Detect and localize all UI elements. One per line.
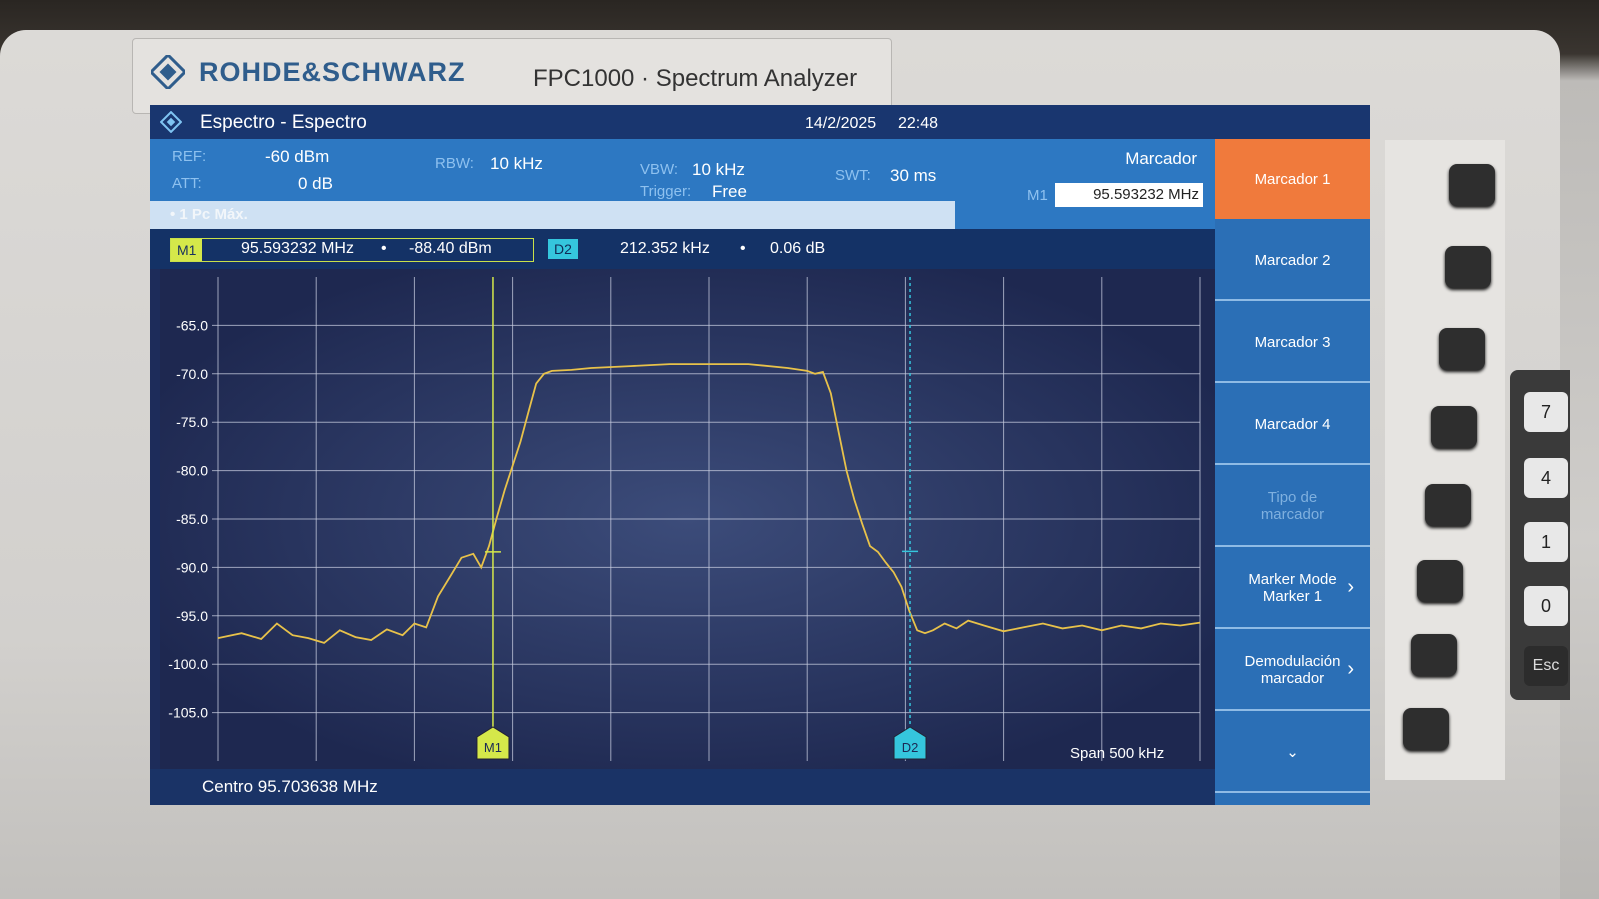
softkey-8[interactable]: ⌄ <box>1215 713 1370 793</box>
screen-title: Espectro - Espectro <box>200 112 367 134</box>
screen-header: Espectro - Espectro 14/2/2025 22:48 <box>150 105 1370 139</box>
key-7[interactable]: 7 <box>1524 392 1568 432</box>
d2-frequency: 212.352 kHz <box>620 240 710 258</box>
rs-logo-icon <box>160 111 182 133</box>
m1-dot: • <box>381 240 387 258</box>
hw-softkey-8[interactable] <box>1403 708 1449 750</box>
softkey-6[interactable]: Marker Mode Marker 1 › <box>1215 549 1370 629</box>
trigger-label: Trigger: <box>640 183 691 200</box>
rbw-label: RBW: <box>435 155 474 172</box>
marker-panel-title: Marcador <box>1125 149 1197 169</box>
trace-mode: • 1 Pc Máx. <box>170 206 248 223</box>
marker-flag-label: M1 <box>484 740 502 755</box>
hw-softkey-2[interactable] <box>1445 246 1491 288</box>
swt-value: 30 ms <box>890 166 936 186</box>
y-tick-label: -85.0 <box>176 511 208 527</box>
softkey-label: Marcador 1 <box>1255 171 1331 188</box>
softkey-1[interactable]: Marcador 1 <box>1215 139 1370 219</box>
key-1[interactable]: 1 <box>1524 522 1568 562</box>
softkey-3[interactable]: Marcador 3 <box>1215 303 1370 383</box>
softkey-label: Marcador 3 <box>1255 334 1331 351</box>
softkey-panel: Marcador 1 Marcador 2 Marcador 3 Marcador 4… <box>1215 139 1370 805</box>
m1-readout: M1 95.593232 MHz • -88.40 dBm <box>170 238 534 262</box>
y-tick-label: -100.0 <box>168 656 208 672</box>
key-esc[interactable]: Esc <box>1524 646 1568 686</box>
ref-value: -60 dBm <box>265 147 329 167</box>
hw-softkey-4[interactable] <box>1431 406 1477 448</box>
hw-softkey-5[interactable] <box>1425 484 1471 526</box>
chevron-right-icon: › <box>1347 576 1354 599</box>
span-display: Span 500 kHz <box>1070 745 1164 762</box>
d2-tag: D2 <box>548 239 578 259</box>
att-value: 0 dB <box>298 174 333 194</box>
marker-panel-m1-label: M1 <box>1027 187 1048 204</box>
y-tick-label: -80.0 <box>176 463 208 479</box>
model-name: FPC1000 · Spectrum Analyzer <box>533 65 857 93</box>
d2-level: 0.06 dB <box>770 240 825 258</box>
spectrum-plot[interactable]: -65.0 -70.0 -75.0 -80.0 -85.0 -90.0 -95.0 -100.… <box>160 269 1215 769</box>
d2-dot: • <box>740 240 746 258</box>
marker-flag-label: D2 <box>902 740 919 755</box>
brand-name: ROHDE&SCHWARZ <box>199 57 466 88</box>
hw-softkey-3[interactable] <box>1439 328 1485 370</box>
y-tick-label: -90.0 <box>176 559 208 575</box>
softkey-label: Tipo de marcador <box>1238 489 1348 523</box>
y-tick-label: -75.0 <box>176 414 208 430</box>
softkey-label: Demodulación marcador <box>1238 653 1348 687</box>
softkey-2[interactable]: Marcador 2 <box>1215 221 1370 301</box>
softkey-label: ⌄ <box>1286 743 1299 761</box>
time-display: 22:48 <box>898 115 938 133</box>
y-tick-label: -105.0 <box>168 705 208 721</box>
rbw-value: 10 kHz <box>490 154 543 174</box>
hw-softkey-7[interactable] <box>1411 634 1457 676</box>
hw-softkey-6[interactable] <box>1417 560 1463 602</box>
marker-readout-row: M1 95.593232 MHz • -88.40 dBm D2 212.352… <box>150 229 1215 269</box>
center-frequency: Centro 95.703638 MHz <box>202 777 378 797</box>
hardware-softkey-buttons <box>1385 140 1505 780</box>
m1-frequency: 95.593232 MHz <box>241 240 354 258</box>
m1-level: -88.40 dBm <box>409 240 492 258</box>
marker-panel: Marcador M1 95.593232 MHz <box>955 139 1215 229</box>
softkey-label: Marcador 2 <box>1255 252 1331 269</box>
measurement-params: REF: -60 dBm ATT: 0 dB RBW: 10 kHz VBW: … <box>150 139 955 201</box>
trigger-value: Free <box>712 182 747 202</box>
hw-softkey-1[interactable] <box>1449 164 1495 206</box>
key-4[interactable]: 4 <box>1524 458 1568 498</box>
date-display: 14/2/2025 <box>805 115 876 133</box>
softkey-5[interactable]: Tipo de marcador <box>1215 467 1370 547</box>
swt-label: SWT: <box>835 167 871 184</box>
softkey-4[interactable]: Marcador 4 <box>1215 385 1370 465</box>
analyzer-screen: Espectro - Espectro 14/2/2025 22:48 REF:… <box>150 105 1370 805</box>
chevron-right-icon: › <box>1347 658 1354 681</box>
brand-bar: ROHDE&SCHWARZ FPC1000 · Spectrum Analyze… <box>132 38 892 114</box>
vbw-value: 10 kHz <box>692 160 745 180</box>
softkey-label: Marker Mode Marker 1 <box>1238 571 1348 605</box>
y-tick-label: -95.0 <box>176 608 208 624</box>
rs-logo-icon <box>151 55 185 89</box>
marker-frequency-input[interactable]: 95.593232 MHz <box>1055 183 1203 207</box>
vbw-label: VBW: <box>640 161 678 178</box>
numeric-keypad: 7 4 1 0 Esc <box>1510 370 1570 700</box>
y-tick-label: -65.0 <box>176 317 208 333</box>
ref-label: REF: <box>172 148 206 165</box>
m1-tag: M1 <box>171 239 202 261</box>
softkey-7[interactable]: Demodulación marcador › <box>1215 631 1370 711</box>
att-label: ATT: <box>172 175 202 192</box>
softkey-label: Marcador 4 <box>1255 416 1331 433</box>
y-tick-label: -70.0 <box>176 366 208 382</box>
spectrum-chart[interactable]: -65.0 -70.0 -75.0 -80.0 -85.0 -90.0 -95.0 -100.… <box>160 269 1215 769</box>
key-0[interactable]: 0 <box>1524 586 1568 626</box>
plot-footer: Centro 95.703638 MHz Span 500 kHz <box>150 769 1215 805</box>
